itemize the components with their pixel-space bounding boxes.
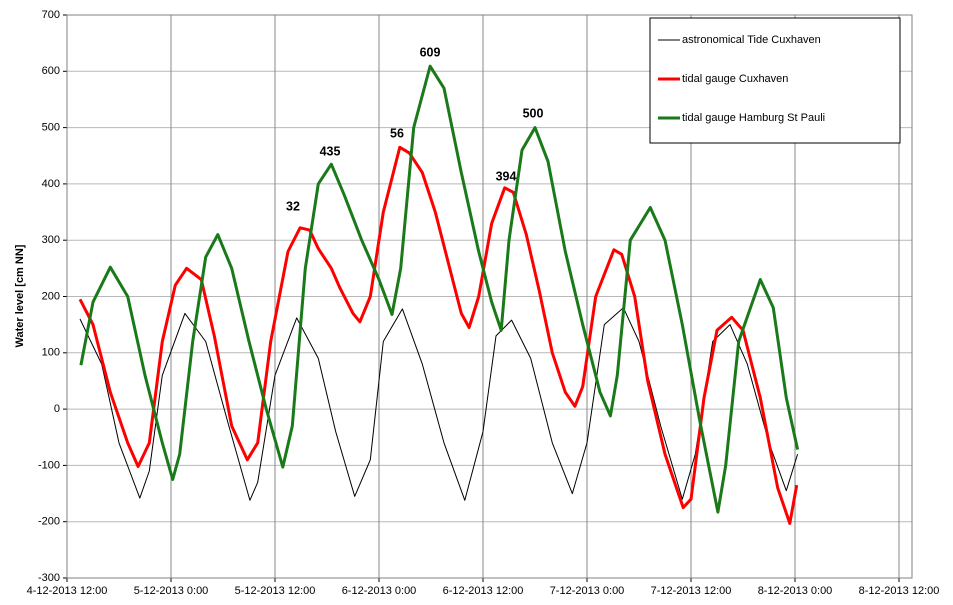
annotation: 394 [496, 169, 517, 183]
annotation: 500 [523, 106, 544, 120]
y-tick-label: -100 [38, 459, 60, 471]
series-line [79, 64, 800, 514]
x-tick-label: 7-12-2013 0:00 [550, 585, 625, 597]
annotation: 56 [390, 126, 404, 140]
x-tick-label: 8-12-2013 0:00 [758, 585, 833, 597]
y-axis-label: Water level [cm NN] [14, 244, 26, 347]
y-tick-label: 200 [42, 290, 60, 302]
legend: astronomical Tide Cuxhaven tidal gauge Cu… [649, 17, 901, 144]
legend-label: tidal gauge Cuxhaven [682, 73, 788, 85]
legend-label: astronomical Tide Cuxhaven [682, 34, 821, 46]
y-tick-label: 100 [42, 347, 60, 359]
annotation: 32 [286, 199, 300, 213]
x-tick-label: 5-12-2013 12:00 [235, 585, 316, 597]
series-line [78, 145, 799, 525]
x-tick-label: 6-12-2013 12:00 [443, 585, 524, 597]
legend-label: tidal gauge Hamburg St Pauli [682, 112, 825, 124]
y-tick-label: 0 [54, 403, 60, 415]
x-tick-label: 6-12-2013 0:00 [342, 585, 417, 597]
y-tick-label: 600 [42, 65, 60, 77]
y-tick-label: -200 [38, 516, 60, 528]
y-tick-label: 300 [42, 234, 60, 246]
y-tick-label: -300 [38, 572, 60, 584]
y-tick-label: 500 [42, 122, 60, 134]
x-tick-label: 7-12-2013 12:00 [651, 585, 732, 597]
y-tick-label: 700 [42, 9, 60, 21]
y-tick-label: 400 [42, 178, 60, 190]
annotation: 435 [320, 144, 341, 158]
x-tick-label: 8-12-2013 12:00 [859, 585, 940, 597]
legend-box [649, 17, 901, 144]
x-tick-label: 5-12-2013 0:00 [134, 585, 209, 597]
plot-border [66, 14, 913, 579]
series-line [79, 307, 799, 501]
annotation: 609 [420, 45, 441, 59]
x-tick-label: 4-12-2013 12:00 [27, 585, 108, 597]
